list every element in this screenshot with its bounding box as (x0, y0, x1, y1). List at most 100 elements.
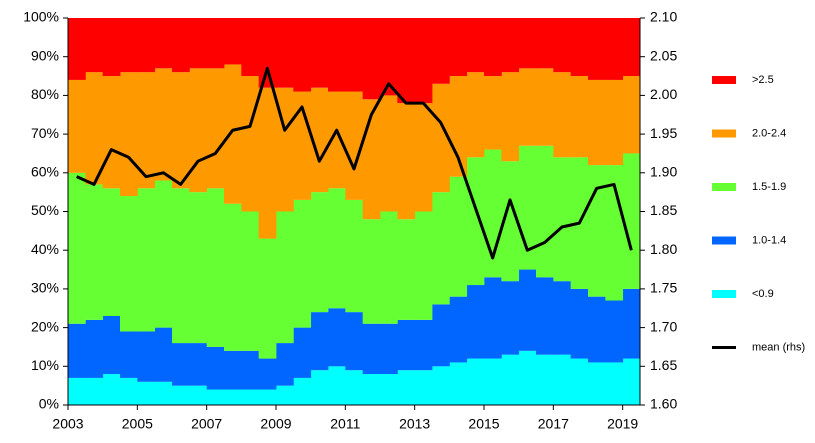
bar-segment (85, 72, 104, 185)
legend-swatch (712, 236, 736, 245)
bar-segment (501, 281, 520, 355)
bar-segment (85, 377, 104, 405)
bar-segment (380, 18, 398, 96)
bar-segment (224, 64, 242, 204)
bar-segment (85, 319, 104, 378)
bar-segment (120, 331, 138, 378)
bar-segment (345, 18, 364, 92)
bar-segment (328, 91, 346, 189)
x-tick-label: 2013 (399, 416, 430, 432)
bar-segment (380, 374, 398, 405)
bar-segment (432, 18, 450, 84)
bar-segment (362, 219, 381, 324)
bar-segment (189, 343, 208, 386)
bar-segment (397, 370, 416, 405)
bar-segment (501, 354, 520, 405)
bar-segment (622, 153, 641, 289)
bar-segment (397, 219, 416, 320)
bar-segment (328, 18, 346, 92)
bar-segment (414, 319, 433, 371)
bar-segment (536, 354, 554, 405)
bar-segment (380, 95, 398, 212)
bar-segment (588, 79, 606, 166)
bar-segment (536, 68, 554, 146)
bar-segment (224, 350, 242, 390)
legend-label: <0.9 (752, 288, 774, 300)
bar-segment (137, 18, 156, 73)
bar-segment (102, 18, 121, 77)
bar-segment (328, 366, 346, 405)
y-tick-label: 0% (39, 396, 59, 412)
y2-tick-label: 1.75 (650, 280, 677, 296)
mean-line (76, 66, 633, 260)
bar-segment (224, 18, 242, 65)
y2-tick-label: 1.90 (650, 164, 677, 180)
bar-segment (432, 192, 450, 305)
bar-segment (206, 68, 225, 189)
bar-segment (605, 18, 624, 80)
bar-segment (432, 366, 450, 405)
bar-segment (154, 180, 173, 328)
bar-segment (241, 211, 260, 351)
bar-segment (68, 79, 86, 173)
bar-segment (466, 18, 485, 73)
y-tick-label: 50% (31, 202, 59, 218)
bar-segment (189, 68, 208, 193)
bar-segment (570, 288, 589, 359)
bar-segment (484, 76, 502, 150)
bar-segment (68, 377, 86, 405)
bar-segment (68, 323, 86, 378)
legend-swatch (712, 76, 736, 84)
bar-segment (622, 18, 641, 77)
bar-segment (241, 350, 260, 390)
bar-segment (102, 315, 121, 375)
bar-segment (536, 18, 554, 69)
bar-segment (536, 145, 554, 278)
bar-segment (224, 203, 242, 351)
bar-segment (553, 354, 572, 405)
y-tick-label: 70% (31, 125, 59, 141)
bar-segment (293, 199, 312, 328)
bar-segment (622, 288, 641, 359)
bar-segment (276, 211, 294, 344)
x-tick-label: 2011 (330, 416, 360, 432)
bar-segment (501, 18, 520, 73)
bar-segment (362, 18, 381, 100)
bar-segment (172, 72, 190, 189)
y-tick-label: 10% (31, 357, 59, 373)
bar-segment (605, 362, 624, 405)
bar-segment (172, 343, 190, 386)
bar-segment (137, 331, 156, 382)
y-tick-label: 100% (23, 9, 59, 25)
bar-segment (397, 18, 416, 104)
y2-tick-label: 2.10 (650, 9, 677, 25)
bar-segment (310, 87, 329, 193)
bar-segment (518, 68, 537, 146)
bar-segment (120, 377, 138, 405)
bar-segment (172, 385, 190, 405)
legend-label: 2.0-2.4 (752, 127, 786, 139)
x-tick-label: 2017 (538, 416, 569, 432)
legend-label: 1.5-1.9 (752, 181, 786, 193)
bar-segment (484, 358, 502, 405)
bar-segment (310, 18, 329, 88)
bar-segment (588, 296, 606, 363)
bar-segment (310, 312, 329, 371)
bar-segment (449, 176, 468, 297)
bar-segment (345, 91, 364, 200)
bar-segment (102, 188, 121, 316)
bar-segment (189, 192, 208, 344)
bar-segment (362, 323, 381, 375)
bar-segment (449, 362, 468, 405)
bar-segment (466, 157, 485, 286)
y2-tick-label: 1.70 (650, 318, 677, 334)
bar-segment (102, 374, 121, 405)
bar-segment (518, 350, 537, 405)
y2-tick-label: 1.95 (650, 125, 677, 141)
bar-segment (68, 18, 86, 80)
legend-swatch (712, 129, 736, 138)
x-tick-label: 2003 (52, 416, 83, 432)
bar-segment (258, 87, 277, 239)
y-tick-label: 40% (31, 241, 59, 257)
bar-segment (206, 346, 225, 390)
